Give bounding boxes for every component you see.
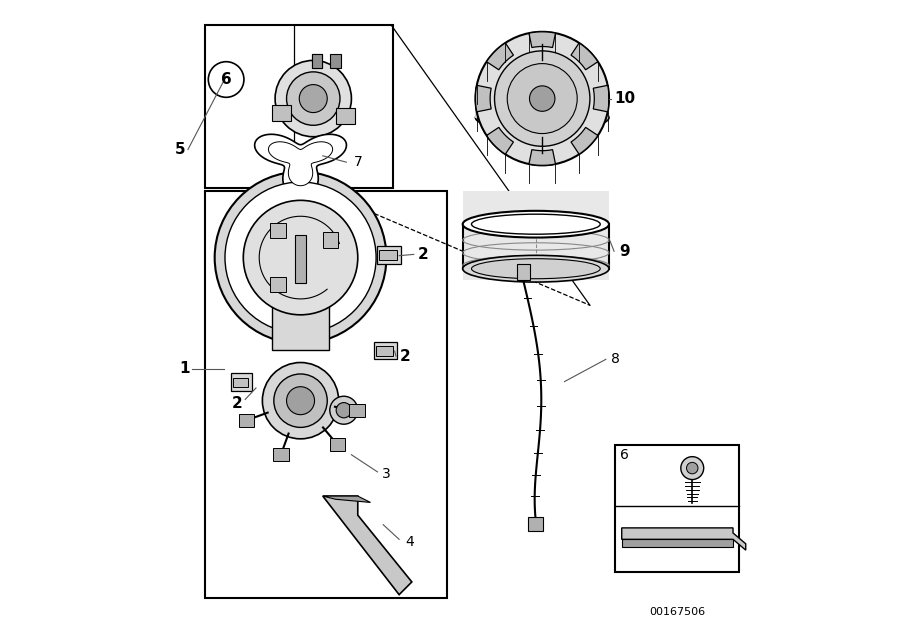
Bar <box>272 105 291 121</box>
Polygon shape <box>529 32 555 48</box>
Bar <box>517 264 529 280</box>
Circle shape <box>508 64 577 134</box>
Ellipse shape <box>463 255 609 282</box>
Bar <box>233 378 248 387</box>
Circle shape <box>300 85 328 113</box>
Bar <box>295 235 306 283</box>
Polygon shape <box>487 43 513 70</box>
Text: 2: 2 <box>231 396 242 411</box>
Circle shape <box>225 182 376 333</box>
Bar <box>270 277 285 292</box>
Text: 4: 4 <box>406 535 414 549</box>
Bar <box>274 448 289 461</box>
Polygon shape <box>323 496 371 502</box>
Text: 7: 7 <box>354 155 362 169</box>
Polygon shape <box>571 127 598 155</box>
Circle shape <box>475 32 609 165</box>
Circle shape <box>286 387 314 415</box>
Circle shape <box>286 72 340 125</box>
Text: 6: 6 <box>220 72 231 87</box>
Bar <box>616 445 740 572</box>
Polygon shape <box>255 134 346 197</box>
Circle shape <box>529 86 555 111</box>
Text: 8: 8 <box>611 352 620 366</box>
Bar <box>336 108 355 124</box>
Circle shape <box>337 403 351 418</box>
Text: 2: 2 <box>400 349 411 364</box>
Bar <box>272 267 329 350</box>
Bar <box>329 438 345 451</box>
Circle shape <box>243 200 358 315</box>
Bar <box>374 342 397 359</box>
Circle shape <box>274 374 328 427</box>
Text: 2: 2 <box>418 247 428 262</box>
Polygon shape <box>272 273 329 305</box>
Polygon shape <box>529 149 555 165</box>
Bar <box>349 404 364 417</box>
Bar <box>312 54 322 68</box>
Bar <box>463 191 609 280</box>
Polygon shape <box>475 85 491 112</box>
Ellipse shape <box>463 211 609 237</box>
Text: 9: 9 <box>619 244 630 259</box>
Bar <box>205 25 392 188</box>
Polygon shape <box>622 528 746 550</box>
Text: 6: 6 <box>620 448 629 462</box>
Circle shape <box>215 172 386 343</box>
Bar <box>312 54 322 68</box>
Circle shape <box>208 62 244 97</box>
Polygon shape <box>268 142 333 186</box>
Polygon shape <box>323 496 412 595</box>
Bar <box>239 414 255 427</box>
Bar <box>270 223 285 238</box>
Bar <box>330 54 340 68</box>
Bar <box>230 373 252 391</box>
Circle shape <box>687 462 698 474</box>
Bar <box>377 246 401 264</box>
Text: 3: 3 <box>382 467 391 481</box>
Ellipse shape <box>472 259 600 279</box>
Bar <box>528 517 544 531</box>
Polygon shape <box>571 43 598 70</box>
Bar <box>475 86 609 118</box>
Text: 1: 1 <box>179 361 189 377</box>
Ellipse shape <box>472 214 600 234</box>
Text: 10: 10 <box>615 91 635 106</box>
Text: 00167506: 00167506 <box>650 607 706 617</box>
Bar <box>380 250 397 260</box>
Polygon shape <box>487 127 513 155</box>
Polygon shape <box>593 85 609 112</box>
Circle shape <box>329 396 358 424</box>
Ellipse shape <box>475 104 609 131</box>
Bar <box>323 233 338 248</box>
Circle shape <box>494 51 590 146</box>
Bar <box>205 191 446 598</box>
Text: 5: 5 <box>175 142 185 157</box>
Polygon shape <box>622 539 733 547</box>
Circle shape <box>680 457 704 480</box>
Circle shape <box>275 60 351 137</box>
Circle shape <box>263 363 338 439</box>
Bar <box>376 346 392 356</box>
